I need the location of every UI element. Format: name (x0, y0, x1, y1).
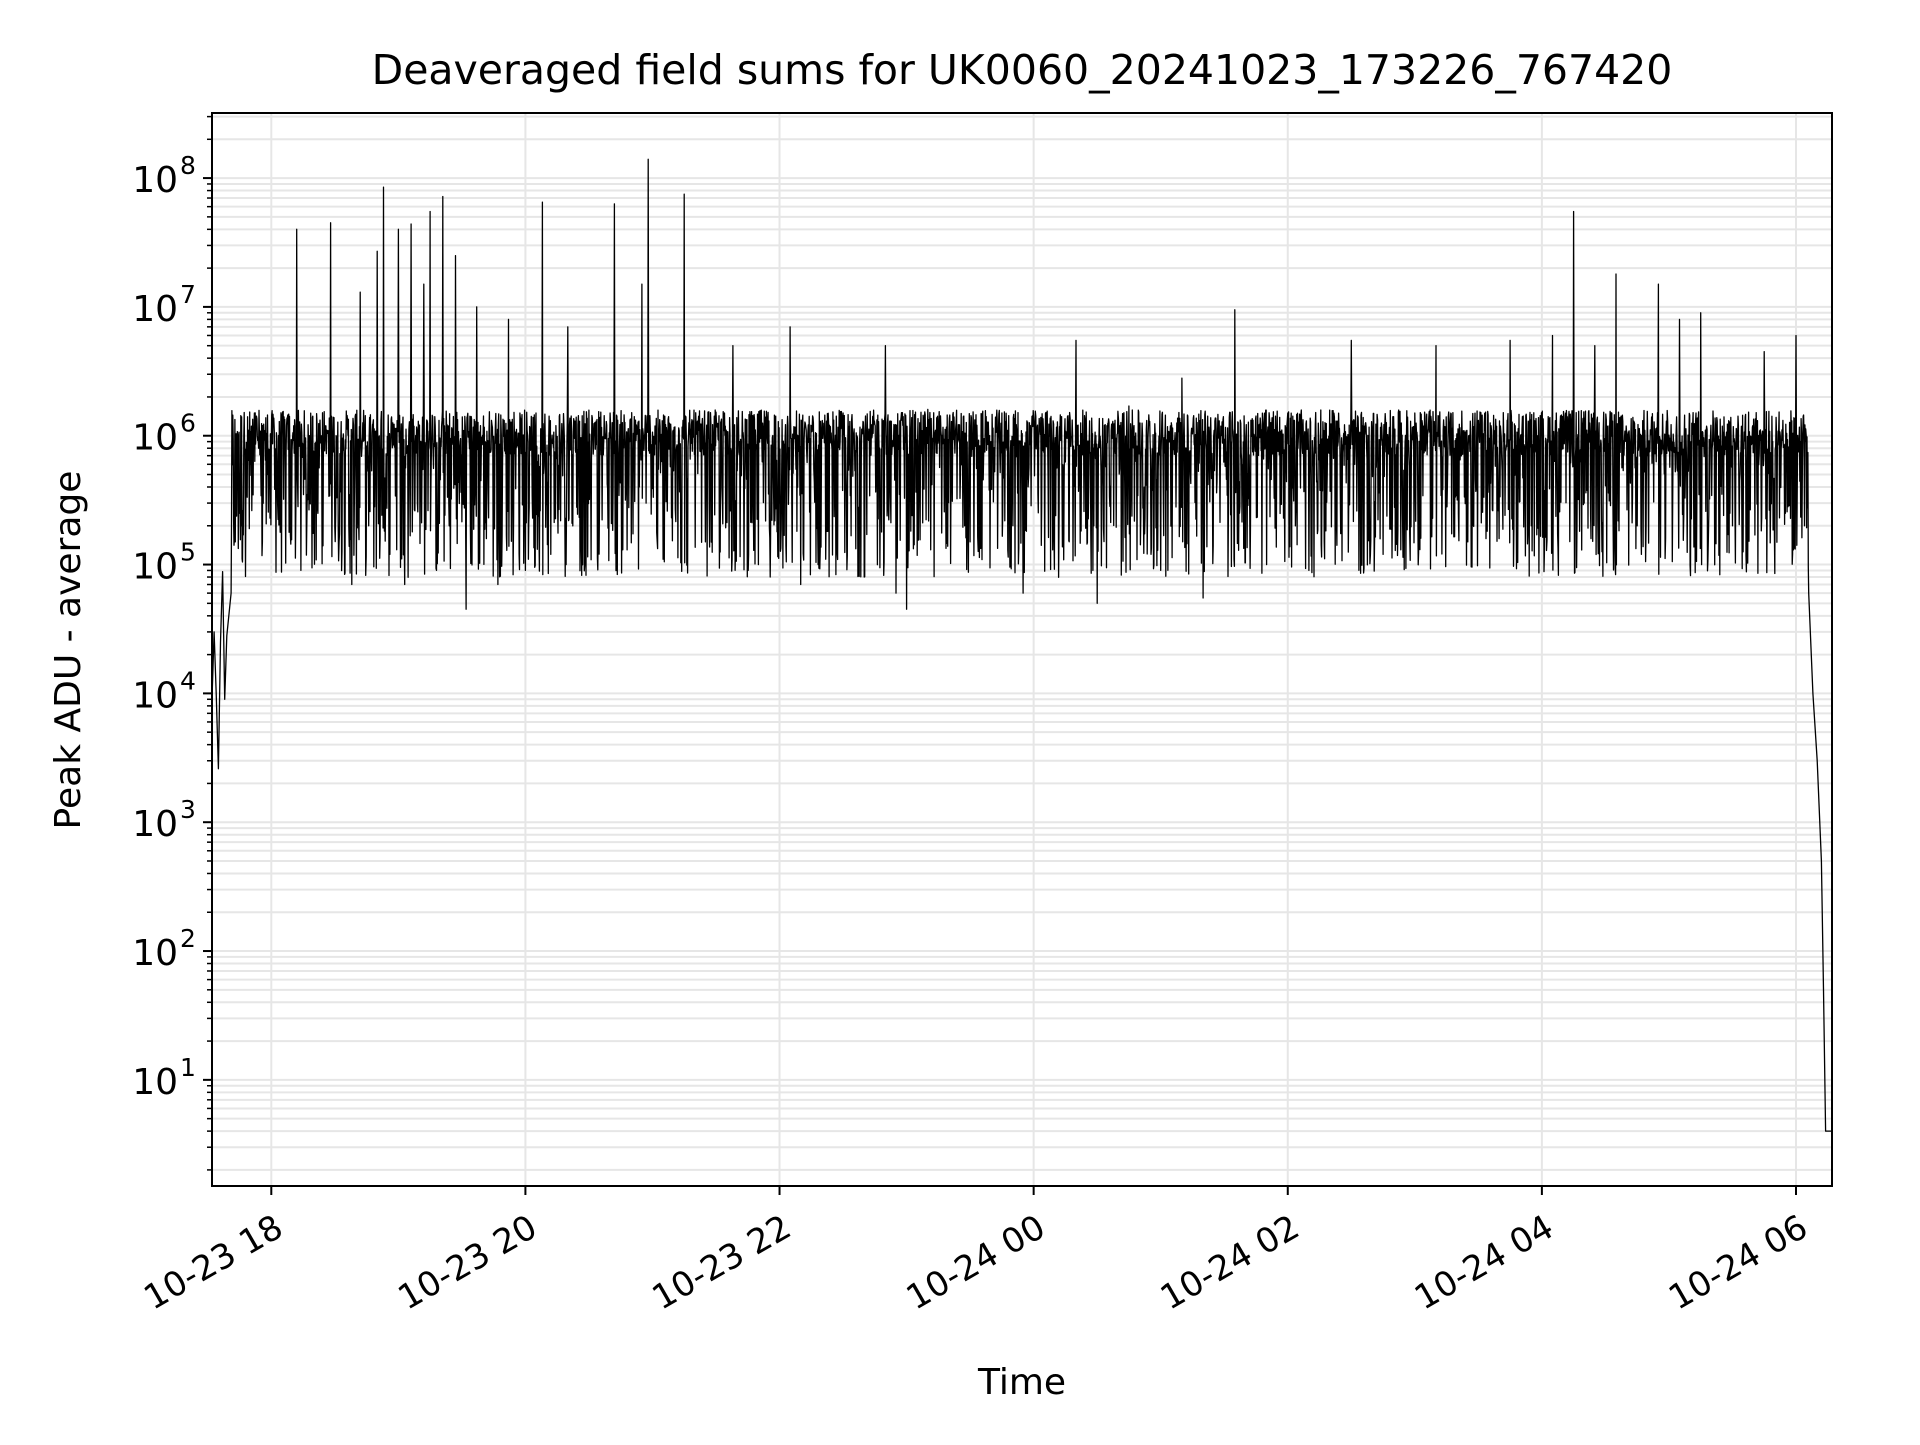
series-line (211, 158, 1832, 1132)
x-axis-label: Time (977, 1362, 1066, 1403)
y-tick-label: 10 (132, 675, 178, 716)
y-tick-exponent: 6 (180, 409, 196, 438)
y-tick-label: 10 (132, 933, 178, 974)
data-layer (211, 158, 1832, 1132)
y-tick-exponent: 1 (180, 1053, 196, 1082)
y-tick-label: 10 (132, 160, 178, 201)
y-tick-exponent: 7 (180, 280, 196, 309)
y-axis-label: Peak ADU - average (48, 471, 89, 830)
y-tick-label: 10 (132, 804, 178, 845)
y-tick-exponent: 4 (180, 666, 196, 695)
y-tick-exponent: 3 (180, 795, 196, 824)
plot-frame (211, 112, 1833, 1187)
y-tick-exponent: 5 (180, 538, 196, 567)
chart-title: Deaveraged field sums for UK0060_2024102… (372, 46, 1673, 94)
y-tick-label: 10 (132, 1062, 178, 1103)
y-tick-label: 10 (132, 418, 178, 459)
y-tick-label: 10 (132, 547, 178, 588)
y-tick-exponent: 2 (180, 924, 196, 953)
y-tick-exponent: 8 (180, 151, 196, 180)
y-tick-label: 10 (132, 289, 178, 330)
